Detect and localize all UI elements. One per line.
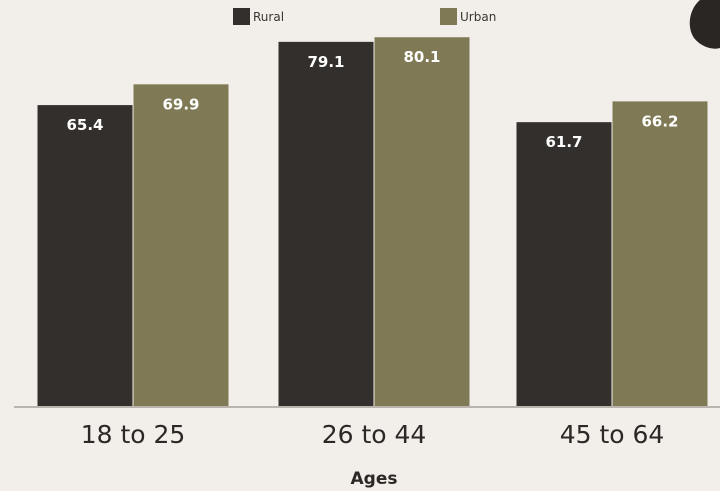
bars-group: [37, 37, 708, 408]
x-tick-label-3: 45 to 64: [560, 420, 665, 449]
legend: Rural Urban: [233, 8, 496, 25]
corner-decoration-shape: [689, 0, 720, 49]
bar-rural-3: [516, 122, 612, 407]
legend-swatch-rural: [233, 8, 250, 25]
value-label-urban-3: 66.2: [641, 112, 678, 130]
value-labels-group: 65.4 69.9 79.1 80.1 61.7 66.2: [66, 48, 678, 151]
bar-rural-2: [278, 41, 374, 407]
x-tick-labels-group: 18 to 25 26 to 44 45 to 64: [81, 420, 665, 449]
x-tick-label-2: 26 to 44: [322, 420, 427, 449]
value-label-rural-2: 79.1: [307, 53, 344, 71]
legend-label-urban: Urban: [460, 10, 496, 24]
x-tick-label-1: 18 to 25: [81, 420, 186, 449]
legend-label-rural: Rural: [253, 10, 284, 24]
value-label-urban-2: 80.1: [403, 48, 440, 66]
bar-urban-1: [133, 84, 229, 408]
bar-urban-2: [374, 37, 470, 407]
legend-swatch-urban: [440, 8, 457, 25]
value-label-rural-3: 61.7: [545, 133, 582, 151]
value-label-urban-1: 69.9: [162, 95, 199, 113]
bar-rural-1: [37, 105, 133, 408]
value-label-rural-1: 65.4: [66, 116, 103, 134]
x-axis-title: Ages: [351, 469, 398, 489]
bar-urban-3: [612, 101, 708, 407]
